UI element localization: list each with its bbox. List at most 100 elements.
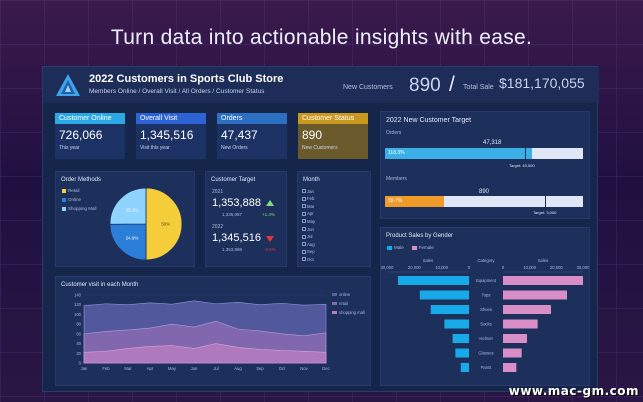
bar-male-equipment <box>397 276 469 285</box>
orders-progress-fill <box>385 148 532 159</box>
month-checkbox[interactable] <box>302 211 306 216</box>
order-methods-panel: Order Methods Retail Online Shopping Mal… <box>55 171 195 267</box>
legend-swatch <box>62 188 66 193</box>
x-tick-label: Jan <box>81 366 88 371</box>
x-tick-label: Sep <box>256 366 264 371</box>
customer-target-kpi-panel: Customer Target 2021 1,353,888 1,335,087… <box>205 171 287 267</box>
legend-item-retail: Retail <box>62 188 97 193</box>
x-tick-label: Nov <box>300 366 308 371</box>
right-tick-label: 20,000 <box>550 265 563 270</box>
bar-female-tops <box>503 290 567 300</box>
members-progress-track: 39.7% <box>385 194 583 209</box>
month-filter-panel: Month Jan Feb Mar Apr May Jun Jul Aug Sep Oct <box>297 171 371 267</box>
kpi-header: Overall Visit <box>136 113 206 124</box>
bar-male-helmet <box>452 334 469 343</box>
panel-title: Product Sales by Gender <box>386 233 454 239</box>
dashboard-title: 2022 Customers in Sports Club Store <box>89 73 284 85</box>
month-label-sep[interactable]: Sep <box>307 249 315 255</box>
kpi-card-customer-online[interactable]: Customer Online 726,066 This year <box>55 113 125 159</box>
members-target-marker <box>545 194 546 209</box>
category-label: Glasses <box>478 351 493 356</box>
y-tick-label: 140 <box>74 293 82 298</box>
total-sale-value: $181,170,055 <box>499 75 585 91</box>
order-methods-pie-chart: 50% 24.9% 25.1% <box>109 187 183 261</box>
separator-slash: / <box>449 73 455 96</box>
x-tick-label: Apr <box>147 366 154 371</box>
kpi-header: Customer Status <box>298 113 368 124</box>
x-tick-label: Aug <box>234 366 242 371</box>
kpi-subtext: New Customers <box>302 145 338 151</box>
x-tick-label: Oct <box>279 366 286 371</box>
change-2022: -0.6% <box>264 247 276 252</box>
left-tick-label: 20,000 <box>408 265 421 270</box>
pie-slice-label: 25.1% <box>126 208 139 213</box>
left-tick-label: 10,000 <box>435 265 448 270</box>
month-label-feb[interactable]: Feb <box>307 196 315 202</box>
month-label-jun[interactable]: Jun <box>307 226 314 232</box>
month-label-jul[interactable]: Jul <box>307 234 313 240</box>
panel-title: 2022 New Customer Target <box>386 117 472 124</box>
legend-label: online <box>339 292 351 297</box>
change-2021: +1.4% <box>262 212 275 217</box>
month-checkbox[interactable] <box>302 219 306 224</box>
customer-target-2021-sub: 1,335,087 <box>222 212 243 217</box>
pie-slice-label: 50% <box>161 222 170 227</box>
category-label: Pants <box>481 365 492 370</box>
orders-label: Orders <box>386 130 402 136</box>
bar-female-helmet <box>503 334 527 343</box>
panel-title: Order Methods <box>61 177 102 183</box>
legend-swatch <box>387 245 392 250</box>
bar-female-equipment <box>503 276 583 285</box>
customer-visit-panel: Customer visit in each Month 0 20 40 60 80 10… <box>55 276 371 386</box>
category-label: Tops <box>482 293 491 298</box>
right-tick-label: 10,000 <box>523 265 536 270</box>
bar-female-socks <box>503 319 538 329</box>
month-label-apr[interactable]: Apr <box>307 211 314 217</box>
kpi-card-orders[interactable]: Orders 47,437 New Orders <box>217 113 287 159</box>
category-label: Equipment <box>476 278 497 283</box>
month-checkbox[interactable] <box>302 227 306 231</box>
customer-target-2022-sub: 1,353,888 <box>222 247 243 252</box>
bar-female-pants <box>503 363 517 372</box>
bar-male-glasses <box>455 348 469 358</box>
bar-female-glasses <box>503 348 522 358</box>
month-checkbox[interactable] <box>302 242 306 247</box>
customer-visit-area-chart: 0 20 40 60 80 100 120 140 Jan Feb Mar Apr May Jun Jul A… <box>74 292 365 371</box>
month-label-jan[interactable]: Jan <box>307 188 314 194</box>
month-checkbox[interactable] <box>302 189 306 193</box>
members-value: 890 <box>479 189 490 195</box>
orders-value: 47,318 <box>483 140 502 146</box>
category-label: Shoes <box>480 307 492 312</box>
month-checkbox[interactable] <box>302 204 306 209</box>
new-customers-value: 890 <box>409 75 441 96</box>
kpi-card-overall-visit[interactable]: Overall Visit 1,345,516 Visit this year <box>136 113 206 159</box>
bar-female-shoes <box>503 305 551 314</box>
area-series-shopping-mall <box>83 343 327 364</box>
kpi-card-customer-status[interactable]: Customer Status 890 New Customers <box>298 113 368 159</box>
month-checkbox[interactable] <box>302 249 306 254</box>
panel-title: Month <box>303 177 320 183</box>
month-label-may[interactable]: May <box>307 218 316 224</box>
month-label-aug[interactable]: Aug <box>307 241 315 247</box>
category-label: Helmet <box>479 336 493 341</box>
right-axis-title: Sales <box>538 258 548 263</box>
x-tick-label: Dec <box>322 366 329 371</box>
month-checkbox[interactable] <box>302 196 306 201</box>
legend-label: Shopping Mall <box>68 206 97 211</box>
month-label-mar[interactable]: Mar <box>307 203 315 209</box>
dashboard-header: 2022 Customers in Sports Club Store Memb… <box>43 67 599 103</box>
y-tick-label: 20 <box>76 351 81 356</box>
month-label-oct[interactable]: Oct <box>307 256 314 262</box>
left-tick-label: 0 <box>468 265 471 270</box>
legend-item-female: Female <box>411 245 434 250</box>
legend-swatch <box>62 197 66 202</box>
month-checkbox[interactable] <box>302 257 306 262</box>
month-checkbox[interactable] <box>302 234 306 239</box>
kpi-value: 890 <box>302 128 323 142</box>
customer-target-panel: 2022 New Customer Target Orders 47,318 1… <box>380 111 590 219</box>
right-tick-label: 30,000 <box>577 265 589 270</box>
members-label: Members <box>386 176 407 182</box>
kpi-value: 726,066 <box>59 128 103 142</box>
orders-target: Target: 40,000 <box>509 163 535 168</box>
category-label: Socks <box>480 322 491 327</box>
